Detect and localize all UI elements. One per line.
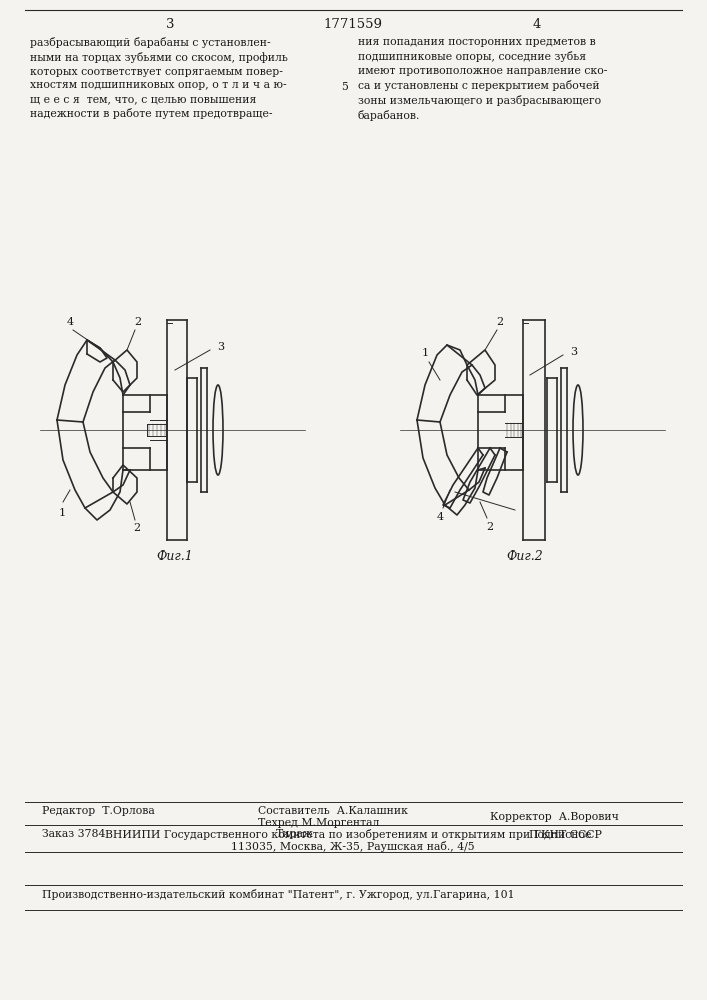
Text: 1: 1 (421, 348, 428, 358)
Text: Фиг.1: Фиг.1 (157, 550, 194, 563)
Text: Заказ 3784: Заказ 3784 (42, 829, 105, 839)
Text: 1: 1 (59, 508, 66, 518)
Text: Тираж: Тираж (276, 829, 314, 839)
Text: 1771559: 1771559 (324, 18, 382, 31)
Text: Техред М.Моргентал: Техред М.Моргентал (258, 818, 380, 828)
Text: ния попадания посторонних предметов в
подшипниковые опоры, соседние зубья
имеют : ния попадания посторонних предметов в по… (358, 37, 607, 121)
Text: 2: 2 (486, 522, 493, 532)
Text: Корректор  А.Ворович: Корректор А.Ворович (490, 812, 619, 822)
Text: 2: 2 (496, 317, 503, 327)
Text: Редактор  Т.Орлова: Редактор Т.Орлова (42, 806, 155, 816)
Text: Производственно-издательский комбинат "Патент", г. Ужгород, ул.Гагарина, 101: Производственно-издательский комбинат "П… (42, 889, 515, 900)
Text: 3: 3 (217, 342, 224, 352)
Text: 3: 3 (165, 18, 174, 31)
Text: 5: 5 (341, 82, 349, 92)
Text: 2: 2 (134, 317, 141, 327)
Text: разбрасывающий барабаны с установлен-
ными на торцах зубьями со скосом, профиль
: разбрасывающий барабаны с установлен- ны… (30, 37, 288, 119)
Text: 4: 4 (66, 317, 74, 327)
Text: ВНИИПИ Государственного комитета по изобретениям и открытиям при ГКНТ СССР: ВНИИПИ Государственного комитета по изоб… (105, 829, 602, 840)
Text: Фиг.2: Фиг.2 (507, 550, 544, 563)
Text: Подписное: Подписное (528, 829, 592, 839)
Text: 3: 3 (570, 347, 577, 357)
Text: 113035, Москва, Ж-35, Раушская наб., 4/5: 113035, Москва, Ж-35, Раушская наб., 4/5 (231, 841, 475, 852)
Text: 4: 4 (533, 18, 541, 31)
Text: 4: 4 (436, 512, 443, 522)
Text: 2: 2 (134, 523, 141, 533)
Text: Составитель  А.Калашник: Составитель А.Калашник (258, 806, 408, 816)
